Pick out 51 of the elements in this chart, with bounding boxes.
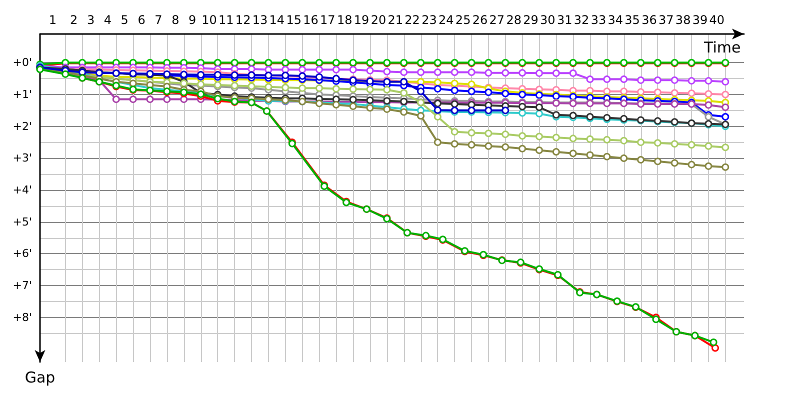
x-tick-label: 17 (320, 13, 336, 27)
x-tick-label: 24 (438, 13, 454, 27)
x-tick-label: 38 (675, 13, 691, 27)
x-tick-label: 20 (370, 13, 386, 27)
x-tick-label: 3 (86, 13, 95, 27)
y-tick-label: +8' (12, 310, 32, 324)
x-tick-label: 26 (472, 13, 488, 27)
x-tick-label: 40 (709, 13, 725, 27)
y-tick-label: +2' (12, 120, 32, 133)
x-tick-label: 6 (138, 13, 146, 27)
x-tick-label: 9 (188, 13, 196, 27)
x-tick-label: 21 (388, 13, 404, 27)
y-tick-label: +0' (12, 56, 32, 70)
x-tick-label: 37 (658, 13, 674, 27)
y-tick-label: +6' (12, 247, 32, 260)
x-tick-label: 29 (523, 13, 538, 27)
x-tick-label: 2 (70, 13, 78, 27)
x-tick-label: 11 (218, 13, 234, 27)
x-tick-label: 23 (422, 13, 437, 27)
x-tick-label: 4 (104, 13, 112, 27)
x-tick-label: 1 (48, 13, 57, 27)
y-tick-label: +1' (12, 88, 32, 102)
x-tick-label: 28 (506, 13, 522, 27)
x-tick-label: 15 (286, 13, 302, 27)
x-tick-label: 32 (574, 13, 590, 27)
x-tick-label: 13 (252, 13, 268, 27)
x-tick-label: 19 (354, 13, 370, 27)
x-tick-label: 27 (489, 13, 505, 27)
x-tick-label: 35 (624, 13, 640, 27)
x-tick-label: 22 (404, 13, 420, 27)
x-tick-label: 39 (692, 13, 708, 27)
x-tick-label: 12 (235, 13, 251, 27)
x-tick-label: 30 (540, 13, 556, 27)
x-axis-title: Time (703, 38, 741, 56)
x-tick-label: 5 (120, 13, 128, 27)
x-tick-label: 16 (303, 13, 318, 27)
x-tick-label: 36 (642, 13, 657, 27)
x-tick-label: 14 (269, 13, 285, 27)
x-tick-label: 33 (590, 13, 606, 27)
x-tick-label: 18 (336, 13, 352, 27)
x-tick-label: 10 (202, 13, 217, 27)
x-tick-label: 7 (154, 13, 162, 27)
x-tick-label: 25 (455, 13, 471, 27)
x-tick-label: 8 (172, 13, 180, 27)
x-tick-label: 34 (608, 13, 624, 27)
y-tick-label: +5' (12, 215, 32, 228)
y-axis-title: Gap (24, 368, 56, 386)
y-tick-label: +7' (12, 279, 32, 292)
y-tick-label: +3' (12, 152, 32, 165)
x-tick-label: 31 (556, 13, 572, 27)
y-tick-label: +4' (12, 184, 32, 197)
